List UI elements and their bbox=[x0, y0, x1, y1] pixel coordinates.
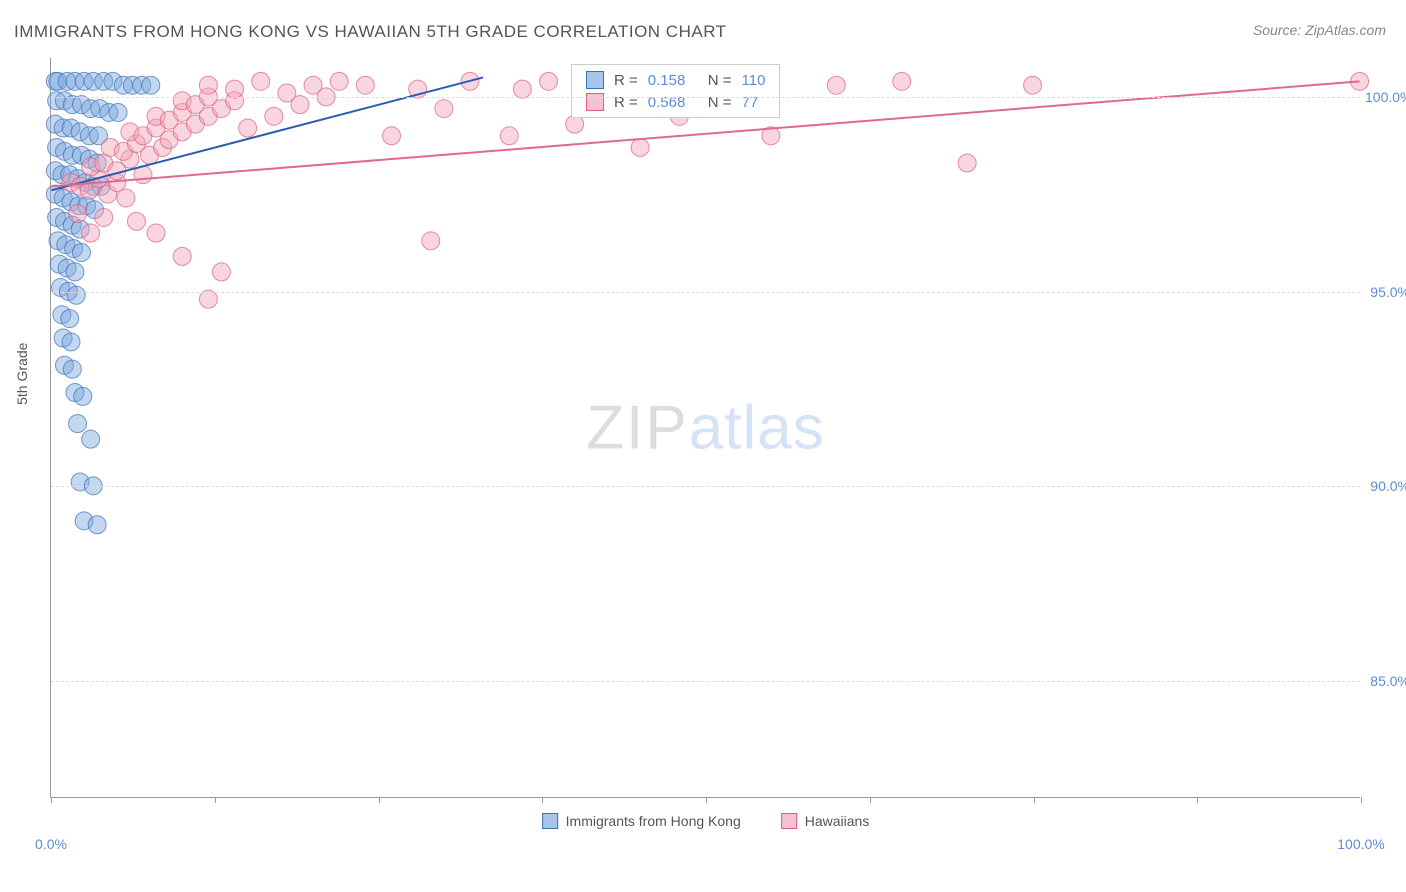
data-point-hawaiians bbox=[199, 76, 217, 94]
x-tick-mark bbox=[1034, 797, 1035, 803]
legend-label: Hawaiians bbox=[805, 813, 870, 829]
data-point-hawaiians bbox=[1024, 76, 1042, 94]
gridline-horizontal bbox=[51, 681, 1360, 682]
y-tick-label: 100.0% bbox=[1365, 89, 1406, 105]
gridline-horizontal bbox=[51, 486, 1360, 487]
data-point-hawaiians bbox=[540, 72, 558, 90]
x-tick-label: 0.0% bbox=[35, 836, 67, 852]
data-point-hawaiians bbox=[147, 224, 165, 242]
data-point-hawaiians bbox=[356, 76, 374, 94]
stats-n-label: N = bbox=[708, 72, 732, 89]
legend-label: Immigrants from Hong Kong bbox=[566, 813, 741, 829]
legend-bottom: Immigrants from Hong Kong Hawaiians bbox=[542, 813, 870, 829]
stats-swatch bbox=[586, 71, 604, 89]
x-tick-mark bbox=[1197, 797, 1198, 803]
stats-r-value: 0.158 bbox=[648, 72, 698, 89]
data-point-hawaiians bbox=[239, 119, 257, 137]
data-point-hongkong bbox=[109, 103, 127, 121]
data-point-hongkong bbox=[61, 310, 79, 328]
data-point-hongkong bbox=[63, 360, 81, 378]
y-tick-label: 95.0% bbox=[1365, 284, 1406, 300]
chart-title: IMMIGRANTS FROM HONG KONG VS HAWAIIAN 5T… bbox=[14, 22, 727, 42]
data-point-hawaiians bbox=[422, 232, 440, 250]
scatter-svg bbox=[51, 58, 1360, 797]
data-point-hawaiians bbox=[958, 154, 976, 172]
stats-swatch bbox=[586, 93, 604, 111]
stats-row: R =0.568N = 77 bbox=[586, 93, 765, 111]
data-point-hawaiians bbox=[383, 127, 401, 145]
y-tick-label: 90.0% bbox=[1365, 478, 1406, 494]
trend-line-hongkong bbox=[51, 77, 483, 190]
data-point-hawaiians bbox=[631, 138, 649, 156]
source-attribution: Source: ZipAtlas.com bbox=[1253, 22, 1386, 38]
data-point-hongkong bbox=[142, 76, 160, 94]
legend-swatch bbox=[781, 813, 797, 829]
data-point-hawaiians bbox=[893, 72, 911, 90]
data-point-hawaiians bbox=[212, 263, 230, 281]
data-point-hawaiians bbox=[226, 80, 244, 98]
legend-item: Hawaiians bbox=[781, 813, 870, 829]
data-point-hawaiians bbox=[435, 100, 453, 118]
y-axis-label: 5th Grade bbox=[14, 343, 30, 405]
x-tick-mark bbox=[1361, 797, 1362, 803]
x-tick-mark bbox=[542, 797, 543, 803]
legend-swatch bbox=[542, 813, 558, 829]
y-tick-label: 85.0% bbox=[1365, 673, 1406, 689]
data-point-hawaiians bbox=[513, 80, 531, 98]
data-point-hawaiians bbox=[500, 127, 518, 145]
x-tick-mark bbox=[215, 797, 216, 803]
x-tick-mark bbox=[51, 797, 52, 803]
gridline-horizontal bbox=[51, 97, 1360, 98]
x-tick-mark bbox=[870, 797, 871, 803]
data-point-hawaiians bbox=[173, 247, 191, 265]
legend-item: Immigrants from Hong Kong bbox=[542, 813, 741, 829]
data-point-hawaiians bbox=[69, 205, 87, 223]
x-tick-label: 100.0% bbox=[1337, 836, 1384, 852]
stats-r-label: R = bbox=[614, 72, 638, 89]
stats-n-value: 110 bbox=[742, 72, 766, 89]
data-point-hongkong bbox=[67, 286, 85, 304]
chart-container: { "title": "IMMIGRANTS FROM HONG KONG VS… bbox=[0, 0, 1406, 892]
x-tick-mark bbox=[379, 797, 380, 803]
data-point-hawaiians bbox=[330, 72, 348, 90]
data-point-hawaiians bbox=[82, 224, 100, 242]
data-point-hongkong bbox=[69, 415, 87, 433]
data-point-hawaiians bbox=[265, 107, 283, 125]
data-point-hongkong bbox=[62, 333, 80, 351]
data-point-hongkong bbox=[82, 430, 100, 448]
data-point-hawaiians bbox=[291, 96, 309, 114]
gridline-horizontal bbox=[51, 292, 1360, 293]
data-point-hawaiians bbox=[117, 189, 135, 207]
x-tick-mark bbox=[706, 797, 707, 803]
data-point-hawaiians bbox=[95, 208, 113, 226]
data-point-hawaiians bbox=[252, 72, 270, 90]
data-point-hongkong bbox=[74, 387, 92, 405]
plot-area: ZIPatlas R =0.158N =110R =0.568N = 77 Im… bbox=[50, 58, 1360, 798]
stats-legend: R = 0.158 N = 110 R =0.568N = 77 bbox=[571, 64, 780, 118]
data-point-hongkong bbox=[72, 243, 90, 261]
data-point-hawaiians bbox=[199, 290, 217, 308]
stats-row: R = 0.158 N = 110 bbox=[586, 71, 765, 89]
data-point-hongkong bbox=[66, 263, 84, 281]
data-point-hawaiians bbox=[127, 212, 145, 230]
data-point-hongkong bbox=[88, 516, 106, 534]
data-point-hawaiians bbox=[827, 76, 845, 94]
